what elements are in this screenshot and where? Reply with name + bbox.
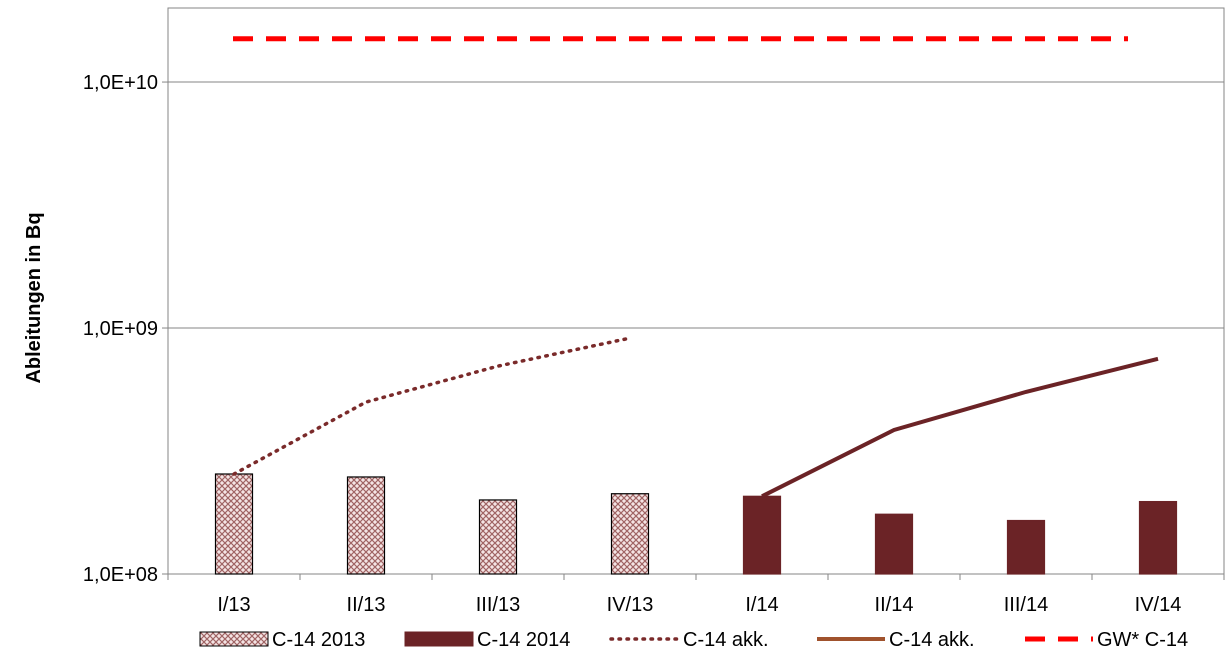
series-line [232,336,632,476]
legend-label: C-14 2014 [477,629,570,651]
bar [1006,519,1046,575]
y-tick-label: 1,0E+08 [83,564,158,586]
axes: 1,0E+08 1,0E+09 1,0E+10 I/13 II/13 III/13 IV/1… [83,72,1225,616]
x-tick-label: I/13 [217,594,250,616]
legend-label: GW* C-14 [1097,629,1188,651]
y-tick-label: 1,0E+09 [83,318,158,340]
bar [478,499,518,575]
x-tick-label: III/14 [1004,594,1048,616]
bar [610,493,650,575]
legend-swatch [404,631,474,647]
legend: C-14 2013 C-14 2014 C-14 akk. C-14 akk. GW* … [199,629,1188,651]
legend-label: C-14 akk. [683,629,769,651]
bar [874,513,914,575]
x-tick-label: IV/14 [1135,594,1182,616]
legend-swatch [199,631,269,647]
x-tick-label: II/14 [875,594,914,616]
bar [1138,500,1178,575]
y-tick-label: 1,0E+10 [83,72,158,94]
x-tick-label: II/13 [347,594,386,616]
series-line [761,356,1159,499]
bar [214,473,254,575]
legend-label: C-14 akk. [889,629,975,651]
y-axis-title: Ableitungen in Bq [23,212,45,383]
lines [232,36,1159,499]
x-tick-label: III/13 [476,594,520,616]
plot-area [167,7,1225,575]
bar [742,495,782,575]
x-tick-label: I/14 [745,594,778,616]
x-tick-label: IV/13 [607,594,654,616]
legend-label: C-14 2013 [272,629,365,651]
bars [214,473,1178,575]
bar [346,476,386,575]
